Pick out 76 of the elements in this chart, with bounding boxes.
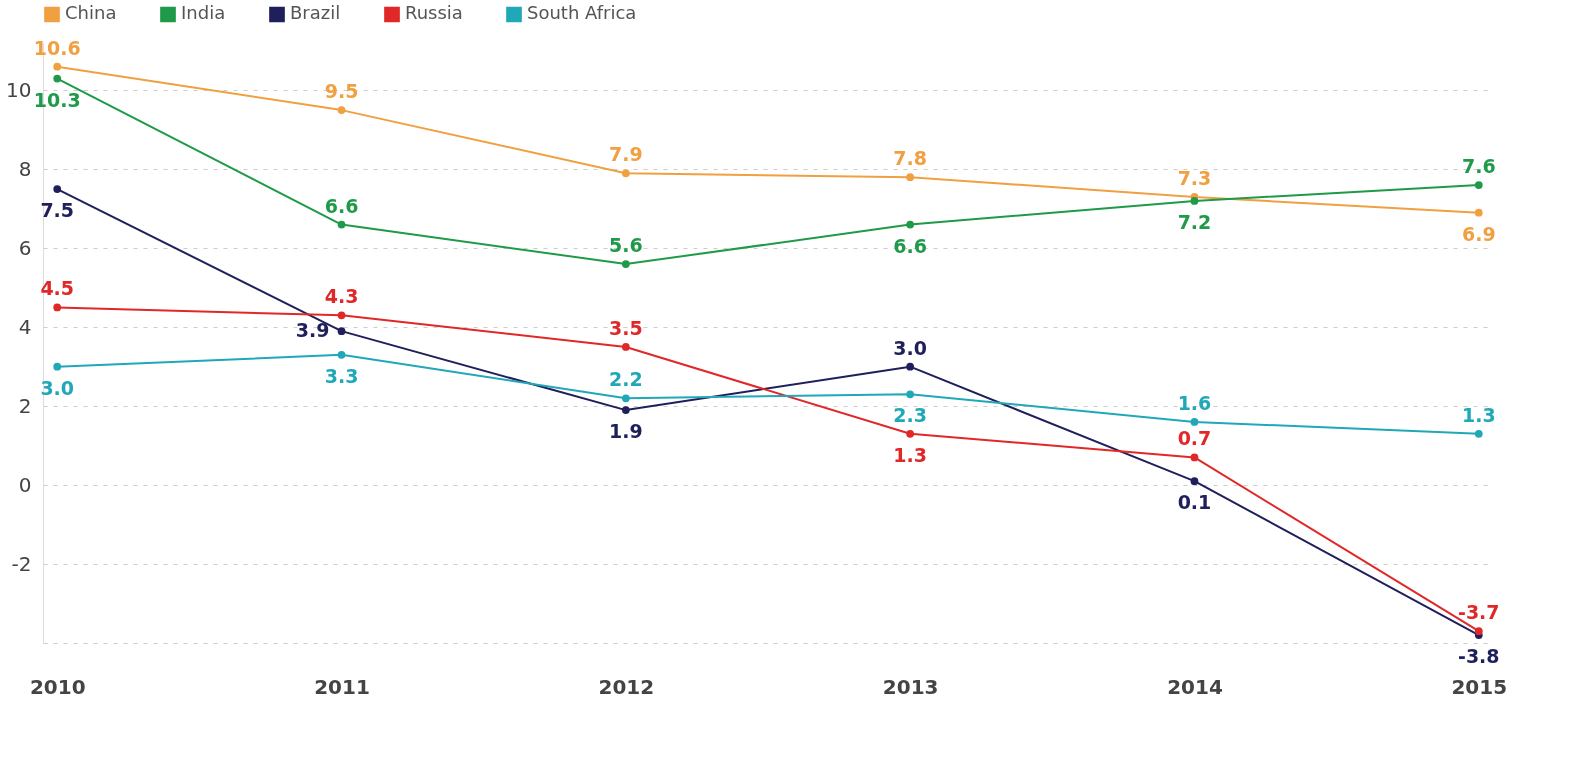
data-label: 6.6 [893,234,927,257]
data-label: 10.3 [33,88,81,111]
data-label: 7.9 [609,143,643,166]
data-label: 4.5 [40,277,75,300]
y-tick-label: 8 [18,156,32,181]
point [906,220,915,229]
x-tick-label: 2014 [1167,674,1223,699]
point [621,169,630,178]
data-label: 1.3 [1461,403,1496,426]
point [1190,197,1199,205]
point [621,343,630,351]
data-label: 3.9 [295,319,330,342]
data-label: 3.0 [893,336,927,359]
legend-label: South Africa [527,2,637,24]
y-tick-label: 6 [18,235,32,260]
y-tick-label: 2 [18,393,32,418]
data-label: 7.3 [1177,166,1212,189]
point [337,350,346,359]
point [906,362,915,371]
data-label: 1.3 [893,443,927,466]
point [337,106,346,114]
data-label: 3.3 [324,364,359,387]
x-tick-label: 2010 [29,674,86,699]
point [1190,418,1199,426]
point [1474,627,1483,636]
point [1474,429,1483,438]
data-label: 0.1 [1177,491,1212,514]
data-label: 9.5 [324,80,359,103]
data-label: 1.9 [609,420,643,443]
point [1190,477,1199,486]
legend-label: China [65,2,117,24]
y-tick-label: -2 [11,551,32,576]
data-label: 2.3 [893,404,927,427]
legend-label: Russia [405,2,463,24]
point [621,406,630,414]
point [337,220,346,229]
data-label: 0.7 [1177,427,1212,450]
y-tick-label: 10 [6,77,32,102]
data-label: 1.6 [1177,391,1212,414]
point [621,394,630,403]
data-label: 2.2 [609,368,643,391]
point [53,74,62,83]
x-tick-label: 2012 [598,674,655,699]
point [337,311,346,320]
data-label: 7.5 [40,199,75,222]
point [906,390,915,399]
data-label: -3.8 [1458,645,1500,668]
data-label: 10.6 [33,36,81,59]
y-tick-label: 0 [18,472,32,497]
point [53,185,62,193]
y-tick-label: 4 [18,314,32,339]
point [621,260,630,268]
data-label: 6.6 [324,194,359,217]
x-tick-label: 2015 [1451,674,1508,699]
data-label: 3.5 [609,316,643,339]
point [1474,181,1483,189]
data-label: 6.9 [1461,222,1496,245]
data-label: 7.6 [1461,155,1496,178]
legend-label: India [181,2,226,24]
data-label: -3.7 [1458,601,1500,624]
x-tick-label: 2011 [314,674,370,699]
point [1474,208,1483,217]
data-label: 5.6 [609,234,643,257]
data-label: 3.0 [40,376,75,399]
point [906,429,915,438]
point [1190,453,1199,462]
point [53,362,62,371]
data-label: 7.8 [893,147,927,170]
point [53,62,62,71]
data-label: 4.3 [324,285,359,308]
point [53,303,62,312]
point [906,173,915,182]
legend-label: Brazil [290,2,341,24]
x-tick-label: 2013 [882,674,939,699]
point [337,327,346,336]
data-label: 7.2 [1177,210,1212,233]
